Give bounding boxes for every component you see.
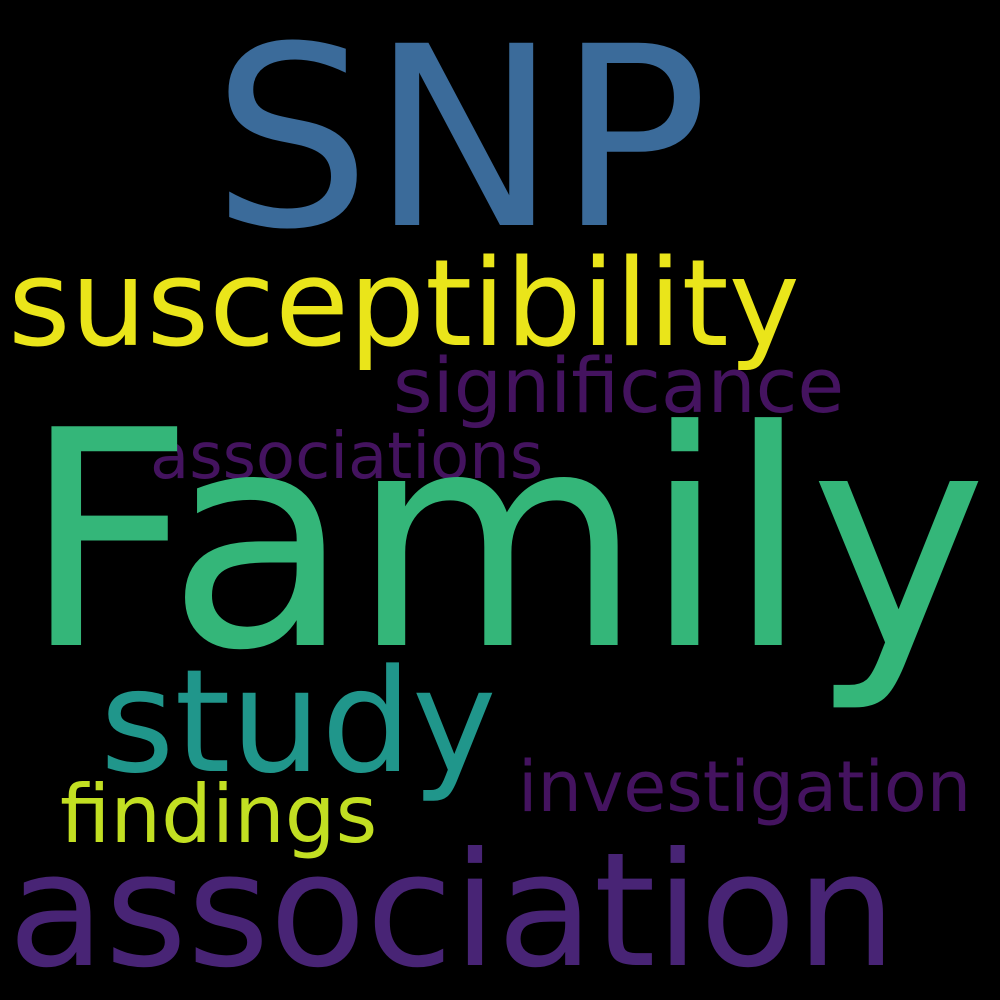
word-findings: findings	[60, 768, 378, 861]
word-study: study	[100, 638, 497, 805]
word-investigation: investigation	[518, 746, 972, 828]
word-snp: SNP	[212, 0, 709, 284]
word-susceptibility: susceptibility	[8, 235, 800, 374]
word-associations: associations	[150, 420, 544, 494]
word-significance: significance	[393, 341, 845, 430]
word-family: Family	[22, 367, 988, 716]
word-association: association	[8, 819, 897, 1000]
